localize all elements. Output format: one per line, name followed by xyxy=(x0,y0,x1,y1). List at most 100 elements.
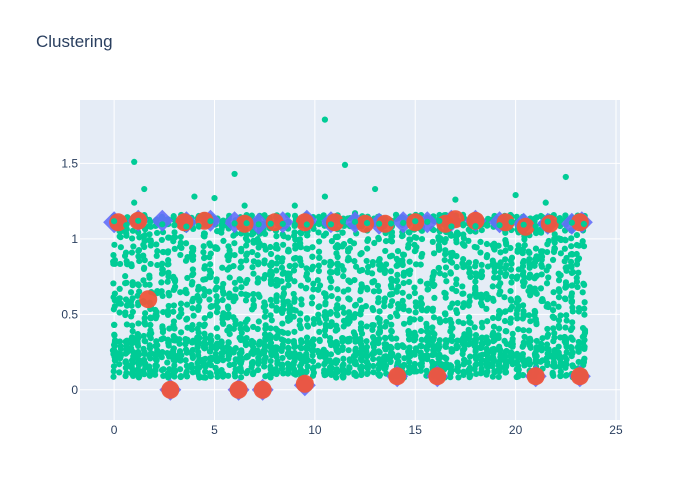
data-point xyxy=(412,218,419,225)
data-point xyxy=(171,354,178,361)
data-point xyxy=(278,258,285,265)
data-point xyxy=(146,281,153,288)
data-point xyxy=(292,262,299,269)
data-point xyxy=(171,283,179,290)
data-point xyxy=(128,335,135,342)
data-point xyxy=(310,316,317,323)
data-point xyxy=(411,241,418,248)
data-point xyxy=(405,307,413,314)
data-point xyxy=(225,352,232,359)
data-point xyxy=(219,264,226,271)
data-point xyxy=(296,255,303,262)
data-point xyxy=(496,222,503,229)
data-point xyxy=(495,332,502,339)
data-point xyxy=(333,374,340,381)
data-point xyxy=(496,358,503,365)
data-point xyxy=(483,254,490,261)
data-point xyxy=(285,234,292,241)
data-point xyxy=(555,286,562,293)
data-point xyxy=(495,325,503,332)
data-point xyxy=(338,346,346,353)
data-point xyxy=(555,294,563,301)
data-point xyxy=(551,235,558,242)
data-point xyxy=(345,277,352,284)
data-point xyxy=(388,298,396,305)
data-point xyxy=(142,338,149,345)
data-point xyxy=(207,371,214,378)
data-point xyxy=(405,241,412,248)
data-point xyxy=(303,339,310,346)
data-point xyxy=(346,296,353,303)
data-point xyxy=(286,262,293,270)
data-point xyxy=(471,324,478,331)
data-point xyxy=(310,286,317,293)
data-point xyxy=(460,368,467,375)
data-point xyxy=(303,369,310,376)
data-point xyxy=(111,218,118,225)
data-point xyxy=(134,331,141,338)
data-point xyxy=(555,303,562,310)
data-point xyxy=(123,340,131,348)
data-point xyxy=(454,359,461,366)
data-point xyxy=(563,349,570,356)
data-point xyxy=(364,237,371,245)
data-point xyxy=(556,217,563,225)
data-point xyxy=(194,325,201,332)
data-point xyxy=(296,322,303,329)
data-point xyxy=(292,307,299,314)
data-point xyxy=(483,240,491,248)
data-point xyxy=(111,332,118,339)
data-point xyxy=(224,327,231,334)
data-point xyxy=(581,336,588,344)
data-point xyxy=(423,367,430,374)
data-point xyxy=(569,324,576,331)
data-point xyxy=(191,193,198,200)
data-point xyxy=(236,276,243,283)
data-point xyxy=(466,319,473,326)
data-point xyxy=(116,295,123,302)
data-point xyxy=(454,299,461,307)
data-point xyxy=(382,261,390,268)
data-point xyxy=(238,349,245,356)
data-point xyxy=(206,296,213,303)
data-point xyxy=(533,353,540,360)
data-point xyxy=(526,274,533,281)
data-point xyxy=(328,269,336,276)
points-layer xyxy=(109,116,589,381)
data-point xyxy=(363,323,370,330)
data-point xyxy=(573,241,580,249)
data-point xyxy=(381,334,389,341)
data-point xyxy=(581,305,588,312)
data-point xyxy=(526,255,533,263)
data-point xyxy=(230,361,238,368)
data-point xyxy=(153,252,160,259)
data-point xyxy=(460,221,467,228)
data-point xyxy=(290,313,297,320)
data-point xyxy=(503,262,510,269)
data-point xyxy=(315,229,322,236)
data-point xyxy=(429,238,436,245)
data-point xyxy=(135,362,143,369)
data-point xyxy=(254,366,262,374)
data-point xyxy=(238,329,245,336)
data-point xyxy=(526,341,533,348)
data-point xyxy=(171,234,179,241)
data-point xyxy=(472,353,479,360)
data-point xyxy=(212,286,219,293)
data-point xyxy=(315,311,322,318)
data-point xyxy=(520,372,527,379)
data-point xyxy=(129,295,136,302)
data-point xyxy=(442,264,450,271)
data-point xyxy=(406,344,413,351)
data-point xyxy=(278,328,285,335)
data-point xyxy=(296,317,304,324)
data-point xyxy=(519,302,527,309)
data-point xyxy=(333,305,340,312)
data-point xyxy=(507,244,514,252)
data-point xyxy=(436,217,443,225)
data-point xyxy=(267,268,275,276)
data-point xyxy=(467,353,474,360)
data-point xyxy=(502,256,509,263)
data-point xyxy=(285,338,292,345)
